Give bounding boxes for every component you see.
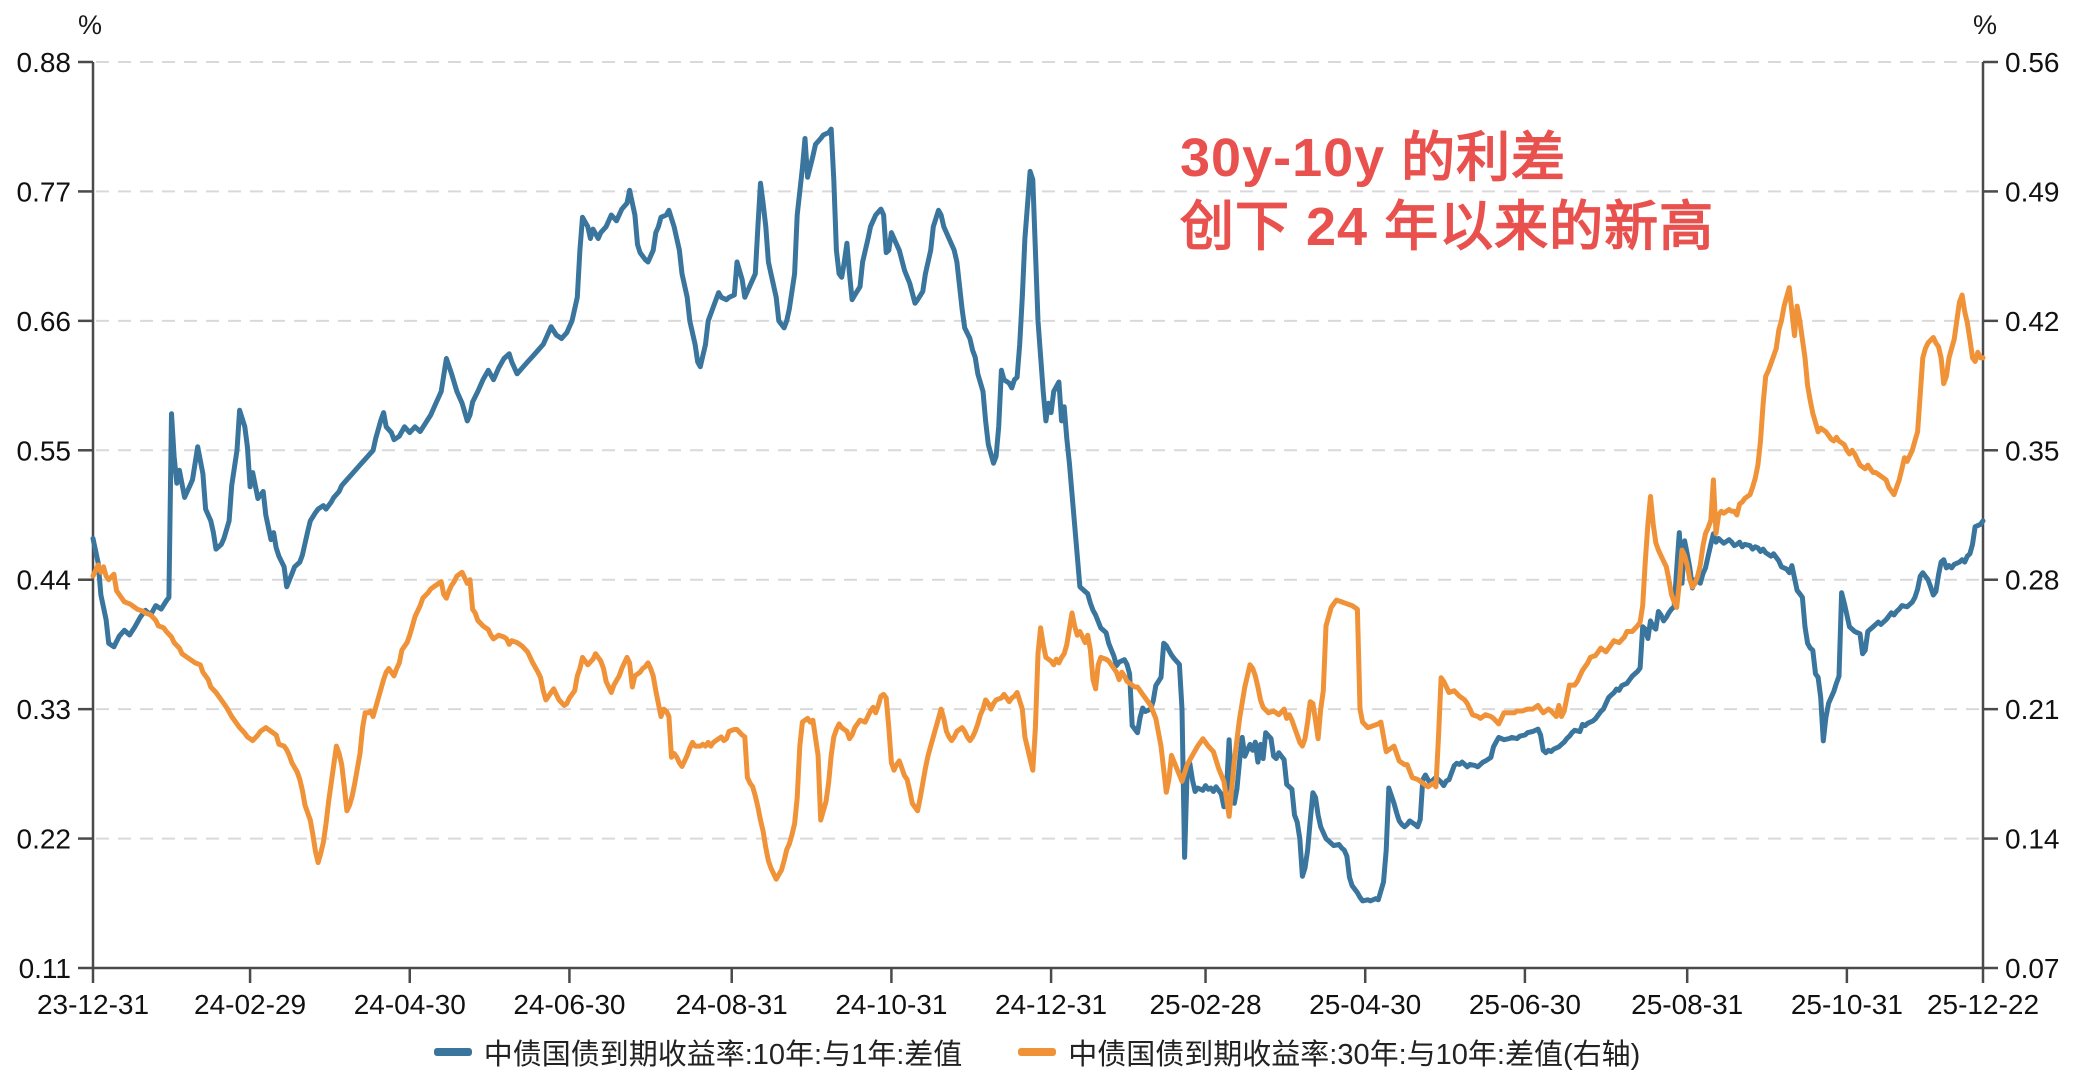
right-axis-tick-label: 0.56 xyxy=(2005,47,2060,78)
annotation-line-2: 创下 24 年以来的新高 xyxy=(1180,197,1715,257)
x-axis-tick-label: 25-06-30 xyxy=(1469,989,1581,1020)
right-axis-tick-label: 0.21 xyxy=(2005,694,2060,725)
x-axis-tick-label: 25-10-31 xyxy=(1791,989,1903,1020)
left-axis-tick-label: 0.66 xyxy=(17,306,72,337)
left-axis-tick-label: 0.77 xyxy=(17,176,72,207)
chart-annotation: 30y-10y 的利差 创下 24 年以来的新高 xyxy=(1180,124,1714,262)
x-axis-tick-label: 25-12-22 xyxy=(1927,989,2039,1020)
series-line-30y-10y xyxy=(90,285,1986,882)
right-axis-unit-label: % xyxy=(1972,10,1997,40)
x-axis-tick-label: 24-10-31 xyxy=(835,989,947,1020)
left-axis-tick-label: 0.33 xyxy=(17,694,72,725)
series-line-10y-1y xyxy=(90,126,1986,904)
legend-swatch-orange xyxy=(1018,1048,1057,1056)
x-axis-tick-label: 24-02-29 xyxy=(194,989,306,1020)
x-axis-tick-label: 23-12-31 xyxy=(37,989,149,1020)
annotation-line-1: 30y-10y 的利差 xyxy=(1180,128,1567,188)
legend: 中债国债到期收益率:10年:与1年:差值 中债国债到期收益率:30年:与10年:… xyxy=(0,1031,2074,1073)
right-axis-tick-label: 0.35 xyxy=(2005,435,2060,466)
left-axis-tick-label: 0.22 xyxy=(17,824,72,855)
left-axis-tick-label: 0.88 xyxy=(17,47,72,78)
left-axis-tick-label: 0.44 xyxy=(17,565,72,596)
legend-label-10y-1y: 中债国债到期收益率:10年:与1年:差值 xyxy=(483,1039,963,1071)
x-axis-tick-label: 24-12-31 xyxy=(995,989,1107,1020)
right-axis-tick-label: 0.42 xyxy=(2005,306,2060,337)
x-axis-tick-label: 24-04-30 xyxy=(354,989,466,1020)
legend-item-10y-1y-spread: 中债国债到期收益率:10年:与1年:差值 xyxy=(433,1031,963,1073)
x-axis-tick-label: 25-08-31 xyxy=(1631,989,1743,1020)
right-axis-tick-label: 0.28 xyxy=(2005,565,2060,596)
left-axis-unit-label: % xyxy=(77,10,102,40)
x-axis-tick-label: 24-08-31 xyxy=(676,989,788,1020)
x-axis-tick-label: 25-02-28 xyxy=(1149,989,1261,1020)
right-axis-tick-label: 0.07 xyxy=(2005,953,2060,984)
legend-item-30y-10y-spread: 中债国债到期收益率:30年:与10年:差值(右轴) xyxy=(1018,1031,1640,1073)
right-axis-tick-label: 0.49 xyxy=(2005,176,2060,207)
left-axis-tick-label: 0.11 xyxy=(19,953,71,984)
legend-swatch-blue xyxy=(433,1048,472,1056)
right-axis-tick-label: 0.14 xyxy=(2005,824,2060,855)
legend-label-30y-10y: 中债国债到期收益率:30年:与10年:差值(右轴) xyxy=(1068,1039,1641,1071)
x-axis-tick-label: 25-04-30 xyxy=(1309,989,1421,1020)
x-axis-tick-label: 24-06-30 xyxy=(513,989,625,1020)
left-axis-tick-label: 0.55 xyxy=(17,435,72,466)
